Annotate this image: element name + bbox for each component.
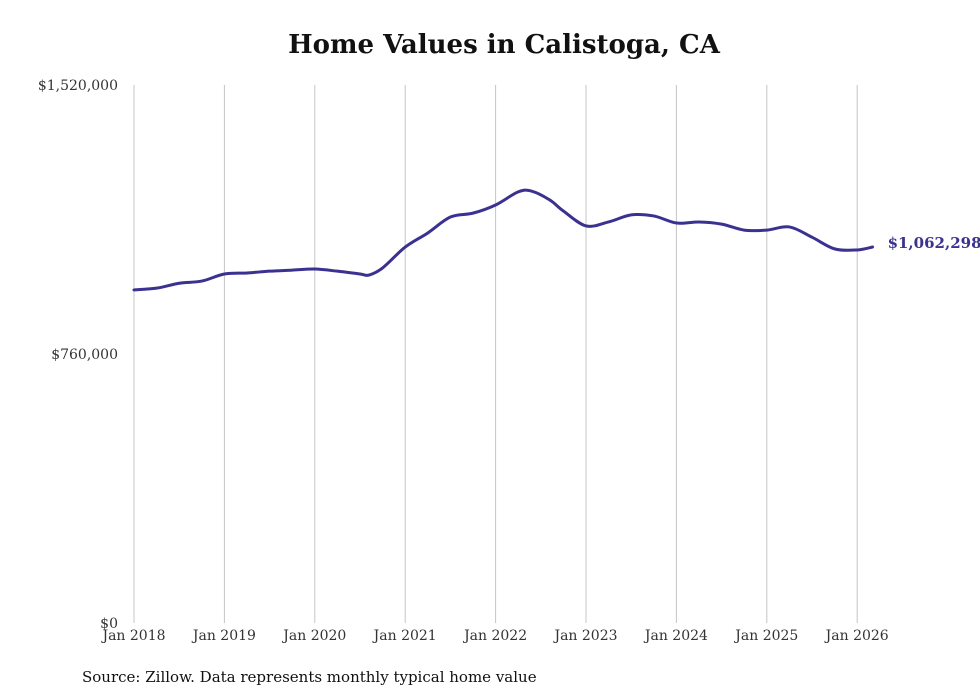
x-tick-label: Jan 2026 xyxy=(824,628,889,644)
x-tick-label: Jan 2018 xyxy=(100,628,165,644)
x-tick-label: Jan 2019 xyxy=(191,628,256,644)
x-tick-label: Jan 2020 xyxy=(281,628,346,644)
end-value-label: $1,062,298 xyxy=(888,234,980,252)
x-tick-label: Jan 2021 xyxy=(372,628,437,644)
x-tick-label: Jan 2025 xyxy=(733,628,798,644)
x-tick-label: Jan 2023 xyxy=(552,628,617,644)
y-tick-label: $1,520,000 xyxy=(38,78,118,94)
y-tick-label: $760,000 xyxy=(51,347,118,363)
y-tick-label: $0 xyxy=(100,616,118,632)
source-note: Source: Zillow. Data represents monthly … xyxy=(82,668,537,686)
x-tick-label: Jan 2024 xyxy=(643,628,708,644)
series-line xyxy=(132,188,875,292)
chart-title: Home Values in Calistoga, CA xyxy=(288,30,720,60)
x-tick-label: Jan 2022 xyxy=(462,628,527,644)
